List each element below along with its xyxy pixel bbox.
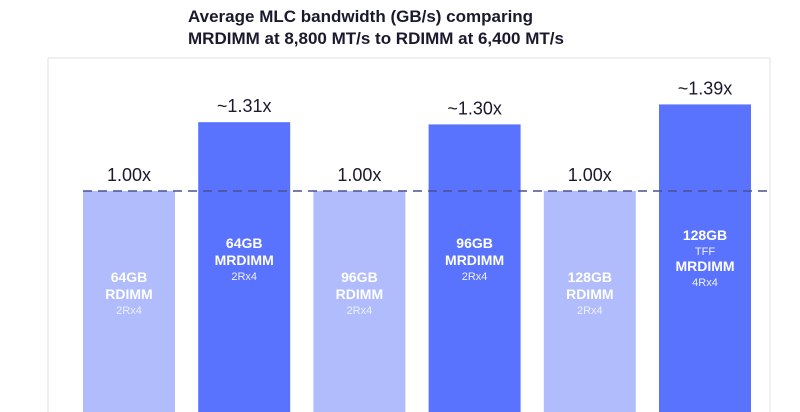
value-label: 1.00x [107, 165, 151, 185]
value-label: 1.00x [337, 165, 381, 185]
value-label: ~1.39x [678, 78, 733, 98]
bar-rdimm [83, 191, 175, 412]
chart-title-line-2: MRDIMM at 8,800 MT/s to RDIMM at 6,400 M… [188, 29, 564, 48]
bar-category-label: RDIMM [336, 286, 383, 302]
bar-category-label: 64GB [226, 235, 263, 251]
bar-category-label: 2Rx4 [462, 271, 488, 283]
value-label: ~1.30x [447, 98, 502, 118]
bar-category-label: MRDIMM [215, 252, 274, 268]
bar-mrdimm [428, 124, 521, 412]
bar-category-label: 64GB [111, 269, 148, 285]
bar-category-label: RDIMM [566, 286, 613, 302]
bar-category-label: 2Rx4 [116, 305, 142, 317]
bar-category-label: TFF [695, 246, 715, 258]
bar-category-label: 96GB [456, 235, 493, 251]
bar-category-label: 2Rx4 [231, 271, 257, 283]
bar-category-label: RDIMM [105, 286, 152, 302]
bar-category-label: 2Rx4 [577, 305, 603, 317]
bar-category-label: 128GB [568, 269, 612, 285]
bar-rdimm [543, 191, 636, 412]
bar-mrdimm [659, 104, 751, 412]
bar-category-label: 96GB [341, 269, 378, 285]
value-label: 1.00x [568, 165, 612, 185]
chart-title-line-1: Average MLC bandwidth (GB/s) comparing [188, 7, 533, 26]
bar-category-label: MRDIMM [445, 252, 504, 268]
value-label: ~1.31x [217, 96, 272, 116]
plot-frame [47, 57, 771, 412]
bar-rdimm [313, 191, 406, 412]
bar-mrdimm [198, 122, 291, 412]
bar-category-label: MRDIMM [675, 258, 734, 274]
bar-category-label: 128GB [683, 227, 727, 243]
bar-category-label: 4Rx4 [692, 277, 718, 289]
bar-category-label: 2Rx4 [347, 305, 373, 317]
